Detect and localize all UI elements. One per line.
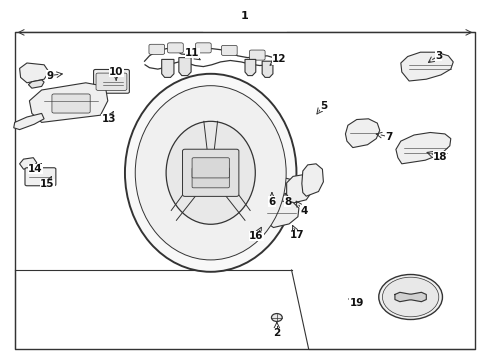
Polygon shape: [179, 58, 191, 76]
Ellipse shape: [379, 275, 442, 320]
Text: 9: 9: [47, 71, 53, 81]
FancyBboxPatch shape: [25, 168, 56, 186]
Text: 6: 6: [269, 197, 275, 207]
Ellipse shape: [125, 74, 296, 272]
Text: 19: 19: [349, 298, 364, 309]
Polygon shape: [241, 209, 267, 230]
Polygon shape: [272, 177, 293, 195]
Text: 2: 2: [273, 328, 280, 338]
Text: 8: 8: [284, 197, 291, 207]
Bar: [15, 32, 475, 349]
Text: 10: 10: [109, 67, 123, 77]
Polygon shape: [256, 176, 277, 196]
Text: 7: 7: [385, 132, 392, 142]
Text: 14: 14: [28, 164, 43, 174]
Polygon shape: [302, 164, 323, 196]
Polygon shape: [395, 292, 426, 302]
Text: 5: 5: [320, 101, 327, 111]
Polygon shape: [396, 132, 451, 164]
Ellipse shape: [271, 314, 282, 321]
FancyBboxPatch shape: [149, 44, 165, 54]
Polygon shape: [262, 61, 273, 77]
FancyBboxPatch shape: [52, 94, 90, 113]
Text: 18: 18: [433, 152, 447, 162]
Text: 3: 3: [435, 51, 442, 61]
Polygon shape: [401, 52, 453, 81]
FancyBboxPatch shape: [249, 50, 265, 60]
FancyBboxPatch shape: [192, 168, 229, 188]
Polygon shape: [14, 113, 44, 130]
Text: 17: 17: [290, 230, 305, 240]
Text: 13: 13: [101, 114, 116, 124]
Polygon shape: [264, 201, 299, 228]
FancyBboxPatch shape: [96, 73, 127, 90]
Ellipse shape: [166, 121, 255, 224]
FancyBboxPatch shape: [196, 43, 211, 53]
Text: 15: 15: [40, 179, 55, 189]
Polygon shape: [29, 83, 108, 122]
Ellipse shape: [382, 277, 439, 317]
FancyBboxPatch shape: [182, 149, 239, 197]
FancyBboxPatch shape: [168, 43, 183, 53]
Polygon shape: [20, 63, 49, 83]
Polygon shape: [345, 119, 380, 148]
Polygon shape: [28, 80, 44, 88]
Polygon shape: [245, 59, 256, 76]
Text: 4: 4: [300, 206, 308, 216]
FancyBboxPatch shape: [192, 158, 229, 178]
Polygon shape: [287, 175, 313, 203]
FancyBboxPatch shape: [94, 69, 129, 93]
Polygon shape: [162, 59, 174, 77]
Ellipse shape: [135, 86, 286, 260]
FancyBboxPatch shape: [221, 45, 237, 55]
Text: 16: 16: [249, 231, 264, 241]
Text: 12: 12: [272, 54, 287, 64]
Text: 11: 11: [185, 48, 199, 58]
Polygon shape: [20, 158, 37, 169]
Text: 1: 1: [241, 11, 249, 21]
